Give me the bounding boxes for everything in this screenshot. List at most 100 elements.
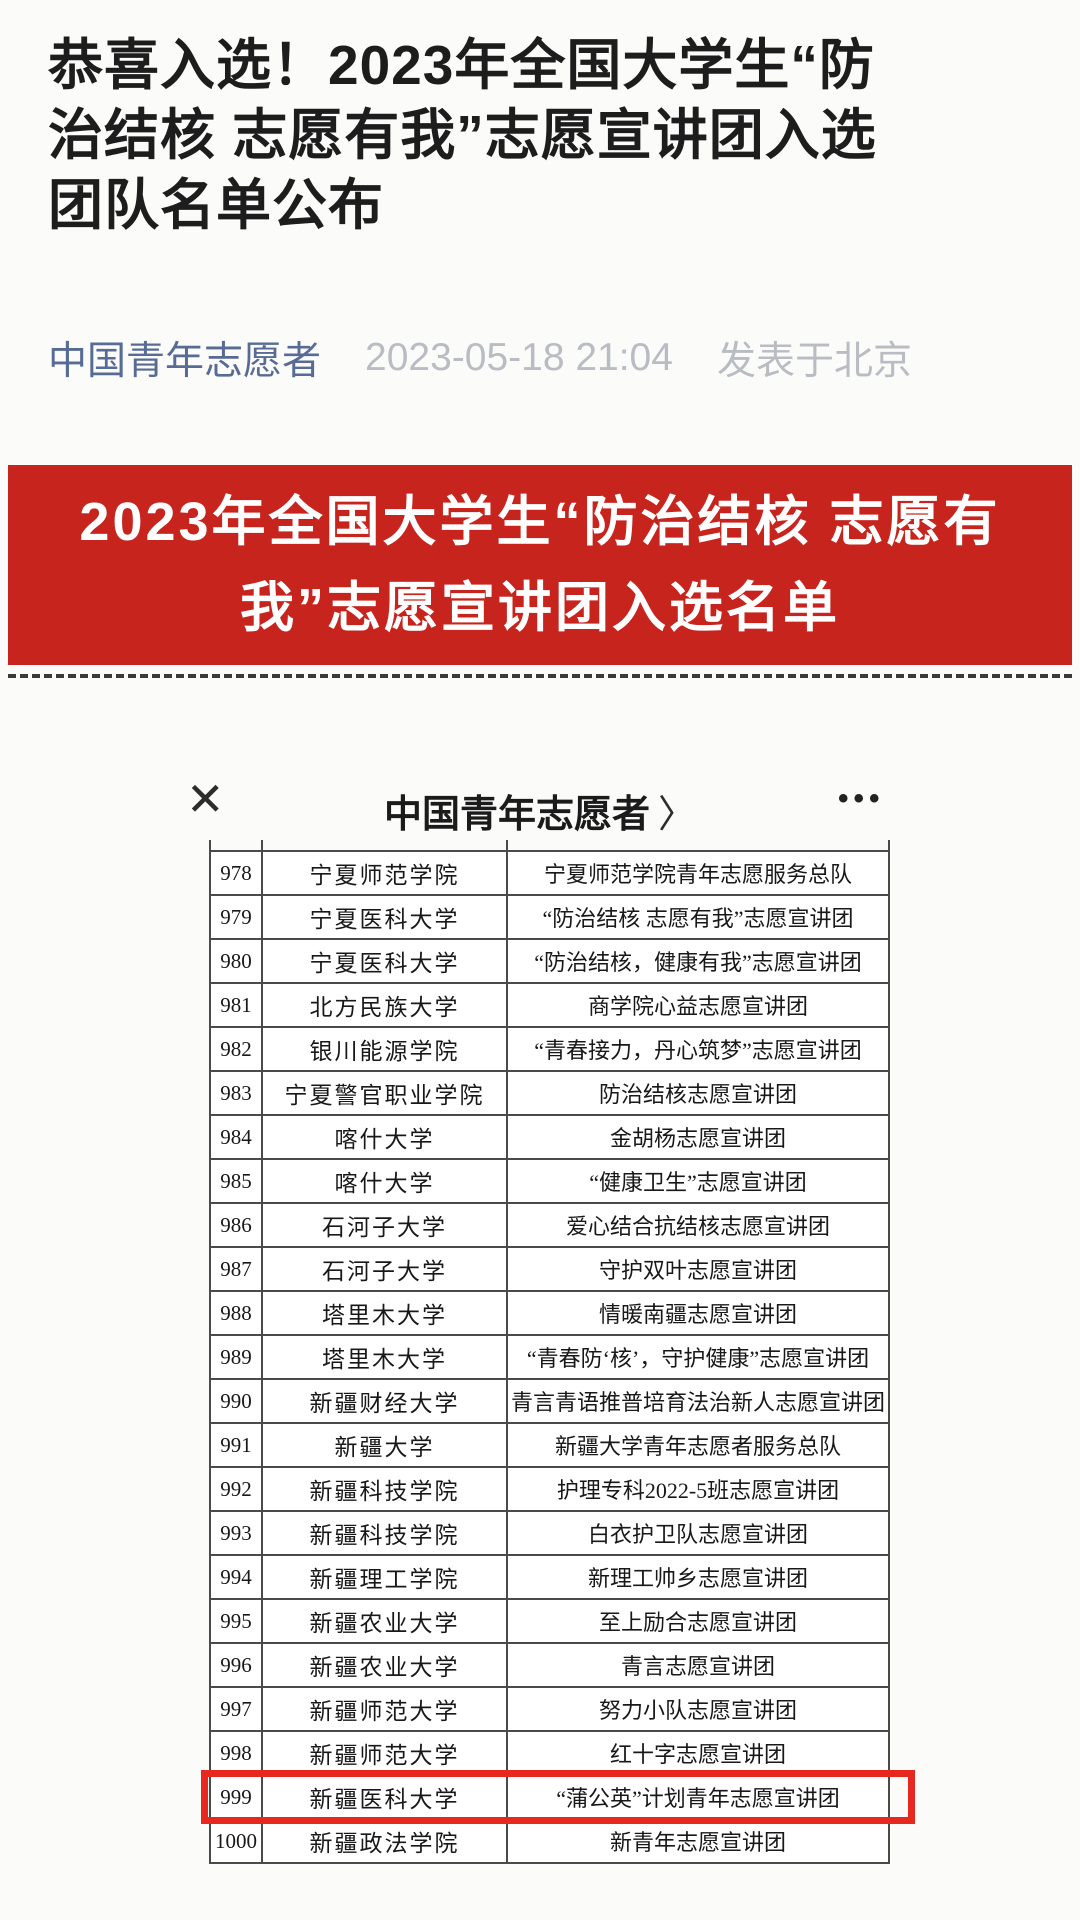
table-row: 990 新疆财经大学 青言青语推普培育法治新人志愿宣讲团 [209,1380,890,1424]
cell-number: 982 [220,1036,252,1061]
banner-line: 我”志愿宣讲团入选名单 [240,578,840,638]
cell-number: 980 [220,948,252,973]
table-row: 1000 新疆政法学院 新青年志愿宣讲团 [209,1820,890,1864]
cell-university: 银川能源学院 [261,1028,506,1070]
cell-number: 996 [220,1652,252,1677]
cell-number: 994 [220,1564,252,1589]
results-table-body: 978 宁夏师范学院 宁夏师范学院青年志愿服务总队 979 宁夏医科大学 “防治… [201,852,915,1864]
cell-number: 989 [220,1344,252,1369]
cell-university: 新疆科技学院 [261,1512,506,1554]
cell-number: 997 [220,1696,252,1721]
table-row: 998 新疆师范大学 红十字志愿宣讲团 [209,1732,890,1776]
cell-team: “防治结核，健康有我”志愿宣讲团 [506,940,888,982]
table-row: 999 新疆医科大学 “蒲公英”计划青年志愿宣讲团 [201,1770,915,1824]
cell-university: 宁夏医科大学 [261,940,506,982]
cell-number: 991 [220,1432,252,1457]
cell-team: 情暖南疆志愿宣讲团 [506,1292,888,1334]
cell-number: 1000 [215,1828,257,1853]
cell-number: 985 [220,1168,252,1193]
table-row-cutoff [209,840,890,852]
table-row: 978 宁夏师范学院 宁夏师范学院青年志愿服务总队 [209,852,890,896]
more-options-icon[interactable]: ••• [838,782,885,815]
cell-team: 白衣护卫队志愿宣讲团 [506,1512,888,1554]
cell-team: 爱心结合抗结核志愿宣讲团 [506,1204,888,1246]
table-row: 987 石河子大学 守护双叶志愿宣讲团 [209,1248,890,1292]
cell-university: 新疆师范大学 [261,1732,506,1774]
cell-team: 至上励合志愿宣讲团 [506,1600,888,1642]
article-title-line: 团队名单公布 [48,174,385,236]
table-row: 994 新疆理工学院 新理工帅乡志愿宣讲团 [209,1556,890,1600]
cell-number: 993 [220,1520,252,1545]
cell-university: 宁夏医科大学 [261,896,506,938]
cell-team: 护理专科2022-5班志愿宣讲团 [506,1468,888,1510]
cell-team: 红十字志愿宣讲团 [506,1732,888,1774]
cell-team: 商学院心益志愿宣讲团 [506,984,888,1026]
author-link[interactable]: 中国青年志愿者 [48,340,322,383]
article-meta: 中国青年志愿者 2023-05-18 21:04 发表于北京 [48,330,1048,386]
cell-team: 新理工帅乡志愿宣讲团 [506,1556,888,1598]
cell-university: 宁夏师范学院 [261,852,506,894]
cell-university: 宁夏警官职业学院 [261,1072,506,1114]
cell-team: “青春接力，丹心筑梦”志愿宣讲团 [506,1028,888,1070]
cell-university: 北方民族大学 [261,984,506,1026]
chevron-right-icon: 〉 [658,794,697,836]
cell-university: 新疆政法学院 [261,1820,506,1862]
dashed-divider [8,674,1072,678]
banner-line: 2023年全国大学生“防治结核 志愿有 [79,492,1001,552]
cell-university: 塔里木大学 [261,1336,506,1378]
table-row: 995 新疆农业大学 至上励合志愿宣讲团 [209,1600,890,1644]
cell-university: 新疆师范大学 [261,1688,506,1730]
viewer-account-name: 中国青年志愿者 [383,794,650,836]
article-title: 恭喜入选！2023年全国大学生“防 治结核 志愿有我”志愿宣讲团入选 团队名单公… [48,30,1048,240]
cell-number: 987 [220,1256,252,1281]
cell-university: 新疆理工学院 [261,1556,506,1598]
cell-university: 新疆科技学院 [261,1468,506,1510]
cell-team: 金胡杨志愿宣讲团 [506,1116,888,1158]
table-row: 984 喀什大学 金胡杨志愿宣讲团 [209,1116,890,1160]
cell-number: 981 [220,992,252,1017]
table-row: 988 塔里木大学 情暖南疆志愿宣讲团 [209,1292,890,1336]
table-row: 983 宁夏警官职业学院 防治结核志愿宣讲团 [209,1072,890,1116]
table-row: 989 塔里木大学 “青春防‘核’，守护健康”志愿宣讲团 [209,1336,890,1380]
cell-number: 990 [220,1388,252,1413]
cell-university: 石河子大学 [261,1204,506,1246]
cell-team: 新青年志愿宣讲团 [506,1820,888,1862]
viewer-account-link[interactable]: 中国青年志愿者〉 [0,783,1080,838]
cell-university: 喀什大学 [261,1160,506,1202]
cell-team: 新疆大学青年志愿者服务总队 [506,1424,888,1466]
cell-team: 防治结核志愿宣讲团 [506,1072,888,1114]
table-row: 993 新疆科技学院 白衣护卫队志愿宣讲团 [209,1512,890,1556]
table-row: 985 喀什大学 “健康卫生”志愿宣讲团 [209,1160,890,1204]
cell-number: 992 [220,1476,252,1501]
table-row: 991 新疆大学 新疆大学青年志愿者服务总队 [209,1424,890,1468]
cell-university: 新疆农业大学 [261,1644,506,1686]
cell-number: 979 [220,904,252,929]
cell-team: 青言青语推普培育法治新人志愿宣讲团 [506,1380,888,1422]
cell-team: 宁夏师范学院青年志愿服务总队 [506,852,888,894]
cell-number: 983 [220,1080,252,1105]
cell-team: 努力小队志愿宣讲团 [506,1688,888,1730]
cell-team: “青春防‘核’，守护健康”志愿宣讲团 [506,1336,888,1378]
publish-location: 发表于北京 [716,340,912,383]
cell-university: 新疆财经大学 [261,1380,506,1422]
cell-team: “健康卫生”志愿宣讲团 [506,1160,888,1202]
banner-image: 2023年全国大学生“防治结核 志愿有 我”志愿宣讲团入选名单 [8,465,1072,665]
cell-number: 984 [220,1124,252,1149]
table-row: 986 石河子大学 爱心结合抗结核志愿宣讲团 [209,1204,890,1248]
table-row: 992 新疆科技学院 护理专科2022-5班志愿宣讲团 [209,1468,890,1512]
cell-team: 守护双叶志愿宣讲团 [506,1248,888,1290]
table-row: 979 宁夏医科大学 “防治结核 志愿有我”志愿宣讲团 [209,896,890,940]
cell-university: 喀什大学 [261,1116,506,1158]
cell-team: “蒲公英”计划青年志愿宣讲团 [506,1776,888,1818]
cell-number: 986 [220,1212,252,1237]
cell-university: 石河子大学 [261,1248,506,1290]
cell-team: “防治结核 志愿有我”志愿宣讲团 [506,896,888,938]
table-row: 997 新疆师范大学 努力小队志愿宣讲团 [209,1688,890,1732]
cell-number: 999 [220,1784,252,1809]
cell-team: 青言志愿宣讲团 [506,1644,888,1686]
cell-number: 995 [220,1608,252,1633]
cell-number: 998 [220,1740,252,1765]
cell-university: 新疆大学 [261,1424,506,1466]
close-icon[interactable]: ✕ [186,773,225,825]
results-table: 978 宁夏师范学院 宁夏师范学院青年志愿服务总队 979 宁夏医科大学 “防治… [201,840,915,1864]
